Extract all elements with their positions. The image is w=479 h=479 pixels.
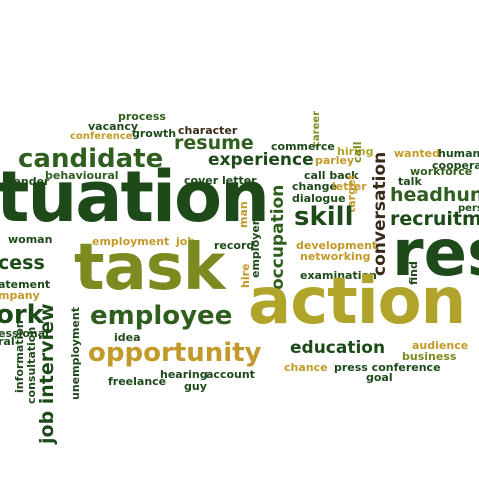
word-skill: skill [294, 204, 354, 230]
word-goal: goal [366, 372, 393, 383]
word-consultation: consultation [26, 327, 37, 404]
word-networking: networking [300, 251, 371, 262]
word-conversation: conversation [372, 152, 389, 276]
word-wanted: wanted [394, 148, 440, 159]
word-growth: growth [132, 128, 176, 139]
word-situation: tuation [0, 162, 268, 232]
word-information: information [14, 320, 25, 393]
word-task: task [74, 236, 224, 300]
word-process-big: cess [0, 254, 45, 273]
word-account: account [206, 369, 255, 380]
word-guy: guy [184, 381, 207, 392]
word-call: call [352, 142, 363, 163]
word-conference: conference [70, 132, 133, 142]
word-change: change [292, 181, 337, 192]
word-freelance: freelance [108, 376, 166, 387]
word-action: action [248, 270, 465, 334]
word-human: human [438, 148, 479, 159]
word-unemployment: unemployment [70, 307, 81, 400]
word-hearing: hearing [160, 369, 208, 380]
word-employee: employee [90, 303, 232, 329]
word-man: man [238, 201, 249, 228]
word-chance: chance [284, 362, 328, 373]
word-opportunity: opportunity [88, 340, 262, 366]
word-education: education [290, 340, 385, 357]
word-parley: parley [315, 155, 354, 166]
word-woman: woman [8, 234, 52, 245]
